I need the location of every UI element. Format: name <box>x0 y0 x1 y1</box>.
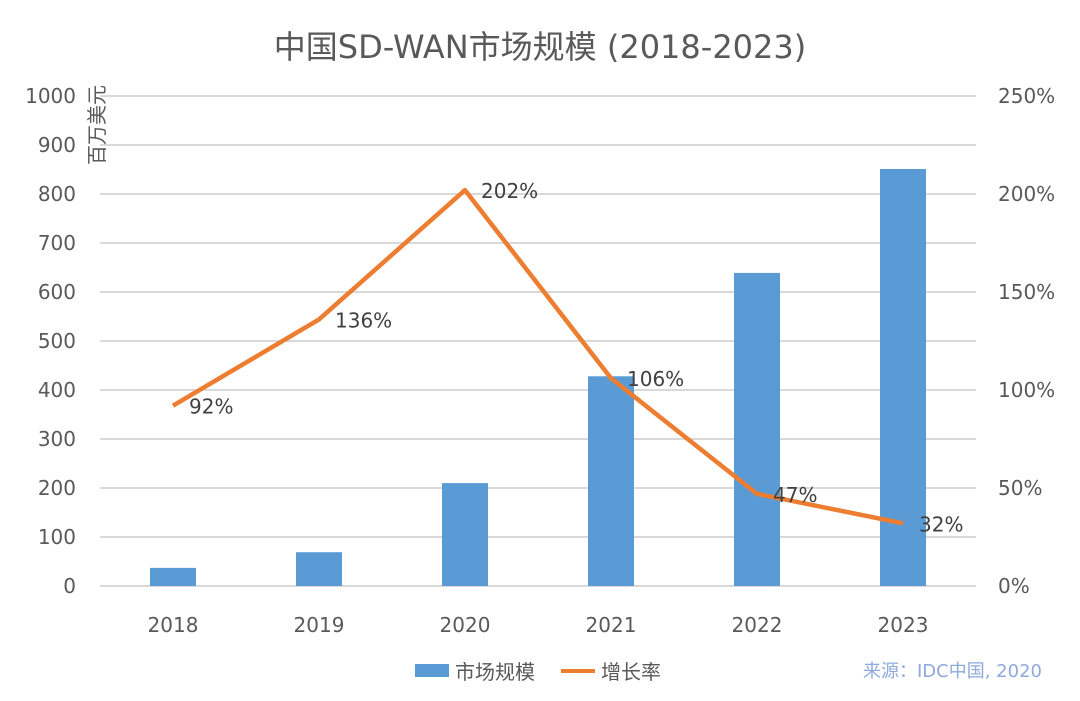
y-axis-label: 百万美元 <box>85 85 109 165</box>
data-label: 32% <box>919 512 963 536</box>
bar <box>880 169 926 586</box>
bar <box>296 552 342 586</box>
y-tick-label: 100 <box>38 525 76 549</box>
x-tick-label: 2023 <box>878 613 929 637</box>
x-tick-label: 2022 <box>732 613 783 637</box>
legend: 市场规模 增长率 <box>415 656 661 685</box>
legend-label-market-size: 市场规模 <box>455 660 535 684</box>
bar <box>442 483 488 586</box>
data-label: 92% <box>189 395 233 419</box>
data-label: 106% <box>627 367 684 391</box>
x-tick-label: 2020 <box>440 613 491 637</box>
y-tick-label: 700 <box>38 231 76 255</box>
y-tick-label: 800 <box>38 182 76 206</box>
legend-swatch-line <box>561 668 595 673</box>
data-label: 136% <box>335 308 392 332</box>
bar <box>734 272 780 586</box>
y-tick-label: 1000 <box>25 84 76 108</box>
x-tick-label: 2018 <box>148 613 199 637</box>
bar <box>588 376 634 586</box>
y-tick-label: 0 <box>63 574 76 598</box>
x-tick-label: 2021 <box>586 613 637 637</box>
data-label: 47% <box>773 483 817 507</box>
y-tick-label: 300 <box>38 427 76 451</box>
y-tick-label: 900 <box>38 133 76 157</box>
data-label: 202% <box>481 179 538 203</box>
bar <box>150 567 196 586</box>
legend-label-growth-rate: 增长率 <box>601 660 661 684</box>
y2-tick-label: 200% <box>998 182 1055 206</box>
y2-tick-label: 100% <box>998 378 1055 402</box>
x-tick-label: 2019 <box>294 613 345 637</box>
growth-line <box>171 187 904 526</box>
legend-swatch-bar <box>415 664 449 677</box>
y2-tick-label: 50% <box>998 476 1042 500</box>
y2-tick-label: 150% <box>998 280 1055 304</box>
y-tick-label: 200 <box>38 476 76 500</box>
y2-tick-label: 0% <box>998 574 1030 598</box>
y-tick-label: 600 <box>38 280 76 304</box>
y2-tick-label: 250% <box>998 84 1055 108</box>
source-note: 来源：IDC中国, 2020 <box>863 661 1042 682</box>
chart-title: 中国SD-WAN市场规模 (2018-2023) <box>273 28 807 66</box>
y-tick-label: 400 <box>38 378 76 402</box>
y-tick-label: 500 <box>38 329 76 353</box>
